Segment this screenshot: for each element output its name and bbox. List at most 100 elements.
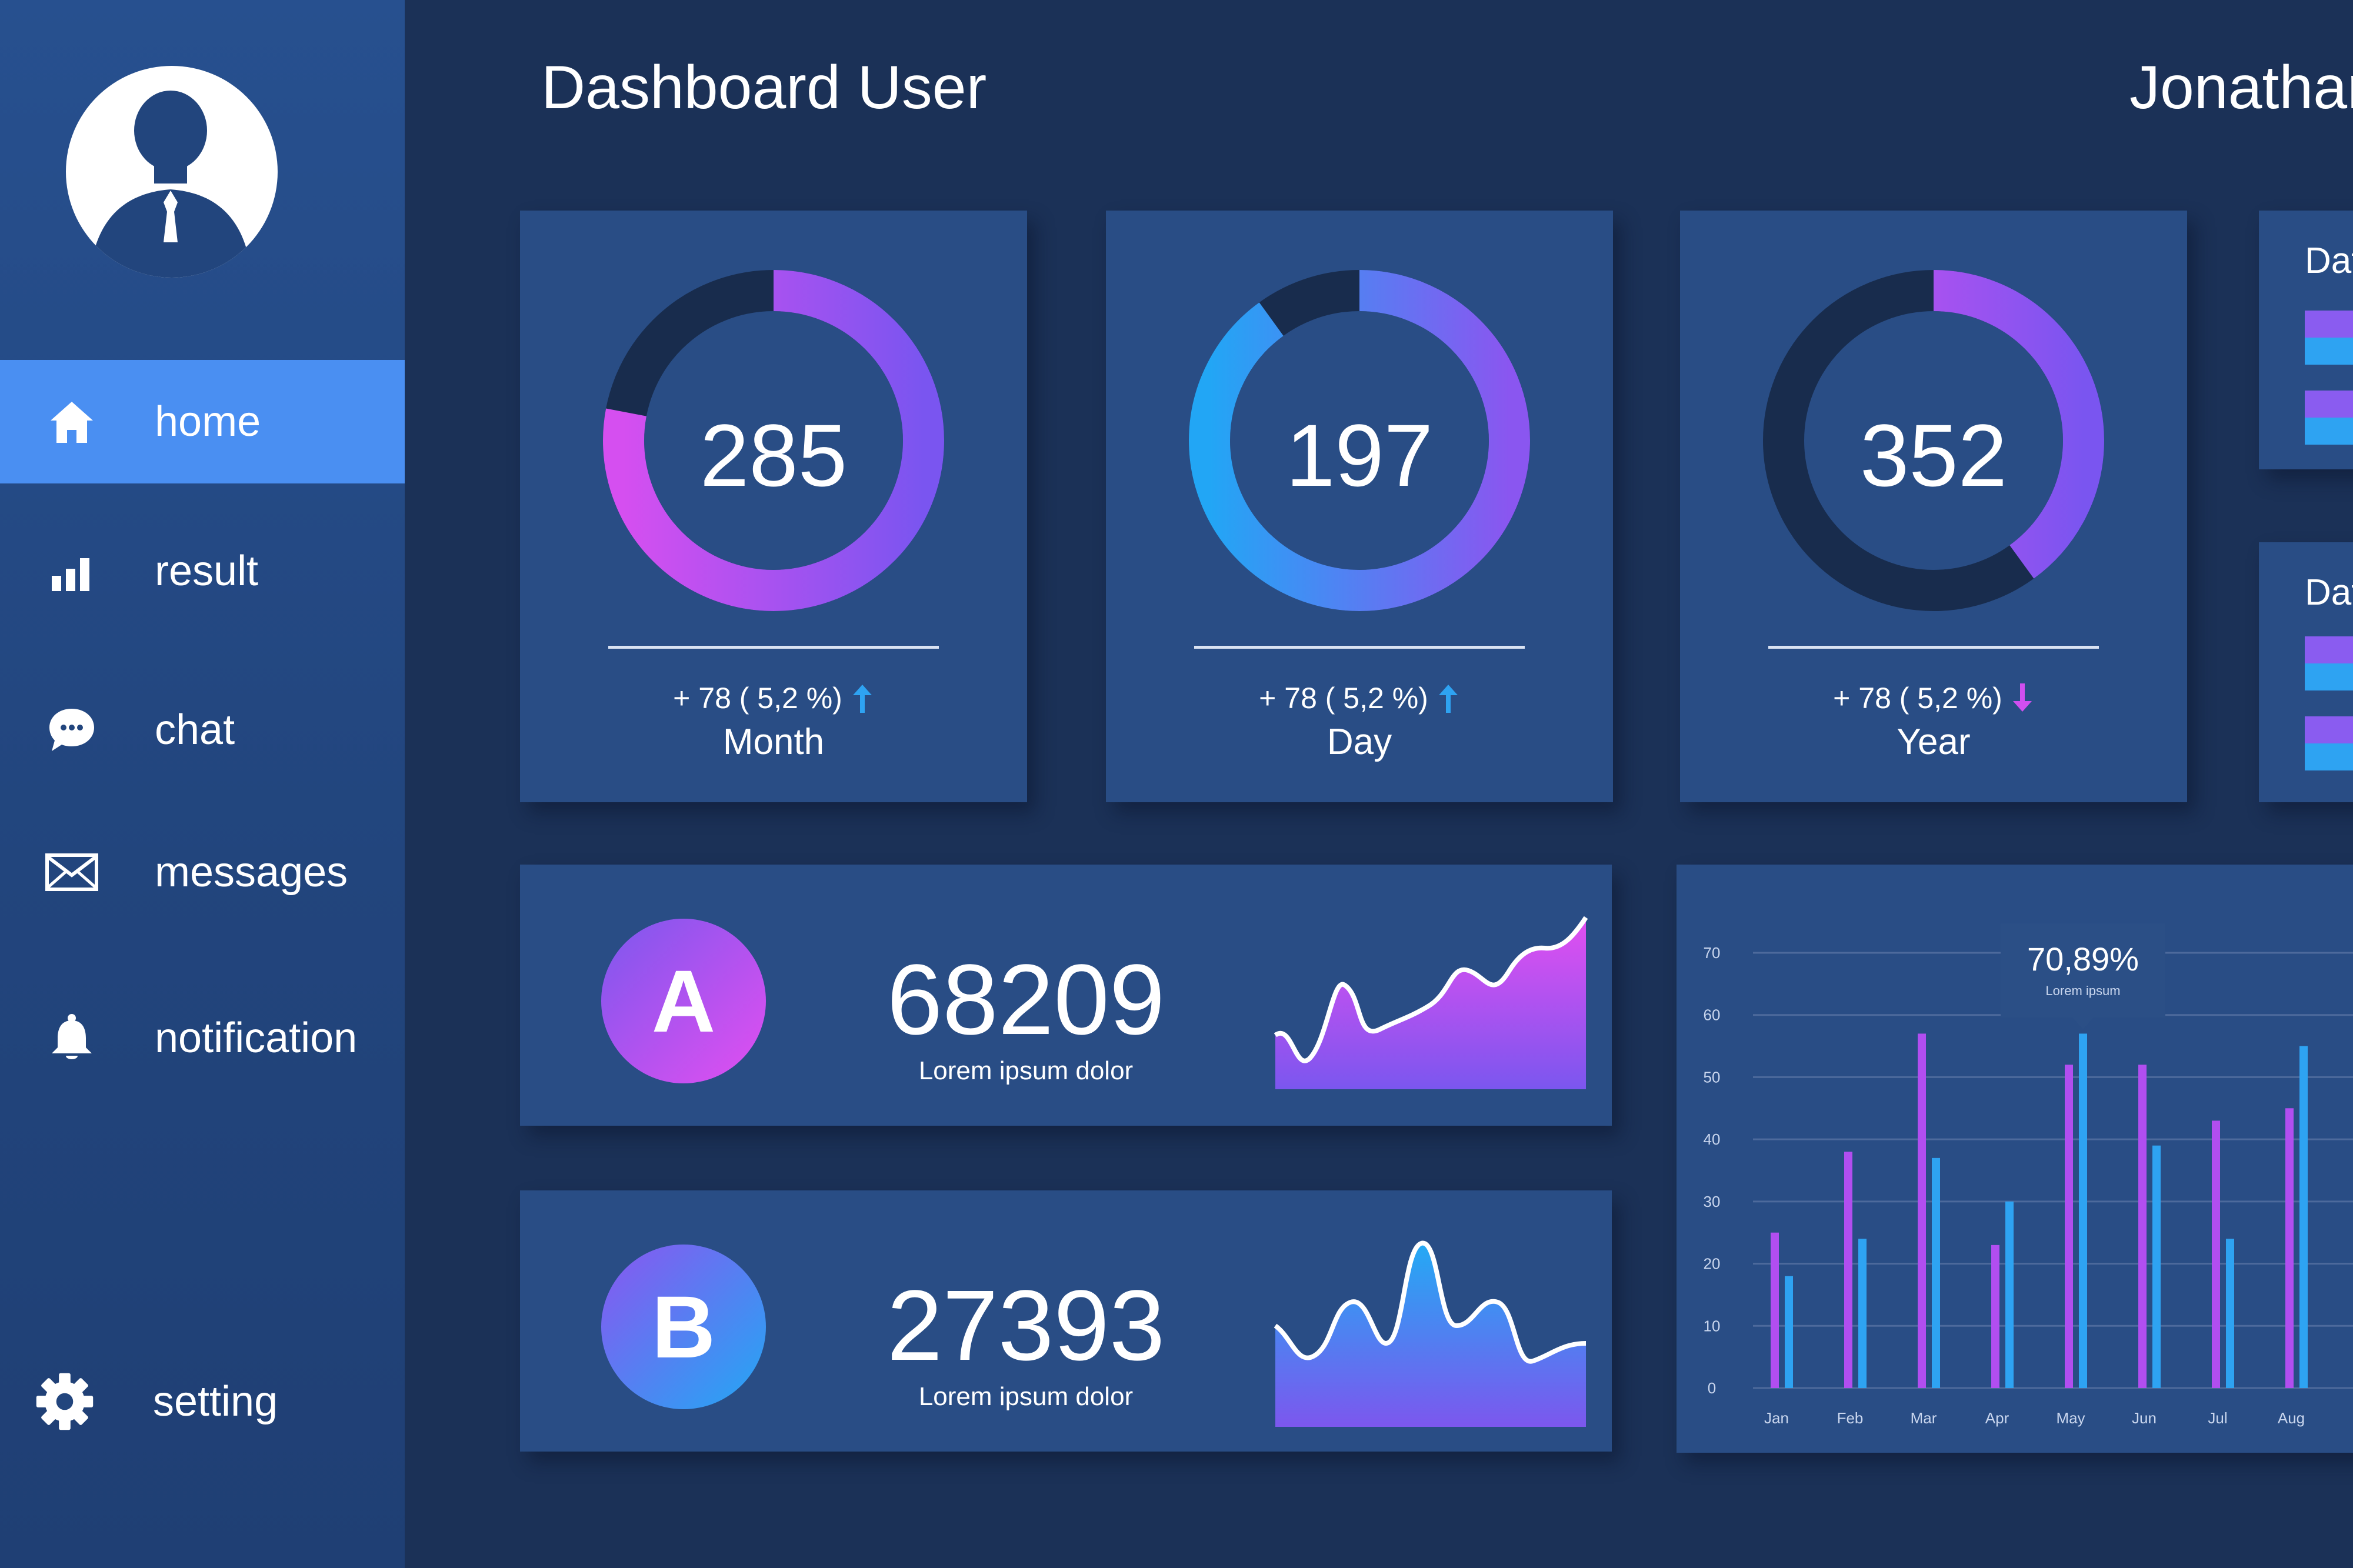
mini-card-title: Dat	[2305, 572, 2353, 613]
period-label: Year	[1897, 722, 1971, 762]
y-tick-label: 20	[1704, 1255, 1721, 1273]
mini-bar	[2305, 338, 2353, 365]
user-name: Jonathan	[2129, 54, 2353, 122]
kpi-card-a: A 68209 Lorem ipsum dolor	[520, 865, 1612, 1126]
stat-value: 197	[1285, 406, 1434, 505]
x-tick-label: Apr	[1985, 1409, 2009, 1427]
change-text: + 78 ( 5,2 %)	[1833, 682, 2002, 715]
bar-chart-icon	[42, 542, 101, 600]
sidebar-item-label: result	[155, 548, 259, 595]
bar-series-1	[2285, 1108, 2294, 1388]
sidebar: home result chat	[0, 0, 405, 1568]
sparkline-chart	[1274, 1240, 1587, 1427]
y-tick-label: 60	[1704, 1006, 1721, 1024]
x-tick-label: Aug	[2278, 1409, 2305, 1427]
arrow-up-icon	[1438, 685, 1458, 713]
sidebar-item-result[interactable]: result	[0, 509, 405, 633]
bar-series-1	[1918, 1033, 1926, 1388]
change-text: + 78 ( 5,2 %)	[1259, 682, 1428, 715]
divider	[1768, 646, 2099, 649]
bar-series-2	[2152, 1145, 2161, 1388]
bar-series-1	[2212, 1120, 2220, 1388]
home-icon	[42, 392, 101, 451]
tooltip-value: 70,89%	[2027, 940, 2139, 978]
stat-value: 352	[1859, 406, 2008, 505]
x-tick-label: May	[2056, 1409, 2085, 1427]
user-silhouette-icon	[89, 91, 252, 278]
period-label: Month	[722, 722, 825, 762]
page-title: Dashboard User	[541, 54, 987, 122]
mini-bar	[2305, 663, 2353, 690]
bar-series-2	[1785, 1276, 1793, 1388]
progress-ring	[603, 270, 944, 611]
change-row: + 78 ( 5,2 %)	[520, 681, 1027, 715]
sidebar-item-messages[interactable]: messages	[0, 810, 405, 934]
sidebar-item-setting[interactable]: setting	[0, 1340, 405, 1463]
x-tick-label: Jan	[1764, 1409, 1789, 1427]
envelope-icon	[42, 843, 101, 902]
bell-icon	[42, 1009, 101, 1067]
kpi-caption: Lorem ipsum dolor	[918, 1056, 1134, 1085]
bar-series-1	[2065, 1065, 2073, 1388]
bar-chart: 010203040506070JanFebMarAprMayJunJulAugS…	[1704, 923, 2353, 1427]
y-tick-label: 70	[1704, 944, 1721, 962]
gear-icon	[35, 1372, 94, 1431]
divider	[1194, 646, 1525, 649]
y-tick-label: 0	[1708, 1379, 1716, 1397]
tooltip-pointer	[2072, 1017, 2094, 1029]
change-text: + 78 ( 5,2 %)	[673, 682, 842, 715]
y-tick-label: 30	[1704, 1193, 1721, 1210]
bar-series-2	[1858, 1239, 1867, 1388]
progress-ring	[1189, 270, 1530, 611]
kpi-value: 27393	[886, 1270, 1165, 1382]
avatar[interactable]	[66, 66, 278, 278]
sidebar-item-label: setting	[153, 1378, 278, 1425]
change-row: + 78 ( 5,2 %)	[1106, 681, 1613, 715]
bar-series-1	[1844, 1152, 1852, 1388]
mini-card-2: Dat	[2259, 542, 2353, 802]
mini-bar	[2305, 716, 2353, 743]
tooltip-box	[2001, 923, 2165, 1017]
y-tick-label: 50	[1704, 1068, 1721, 1086]
kpi-value: 68209	[886, 944, 1165, 1056]
bar-series-2	[2226, 1239, 2234, 1388]
sidebar-item-label: home	[155, 398, 261, 445]
mini-bar	[2305, 743, 2353, 770]
bar-series-2	[1932, 1157, 1940, 1388]
sidebar-item-notification[interactable]: notification	[0, 976, 405, 1100]
bar-series-2	[2005, 1201, 2014, 1388]
divider	[608, 646, 939, 649]
x-tick-label: Jun	[2132, 1409, 2157, 1427]
mini-card-title: Dat	[2305, 241, 2353, 281]
y-tick-label: 40	[1704, 1130, 1721, 1148]
x-tick-label: Feb	[1837, 1409, 1864, 1427]
mini-card-1: Dat	[2259, 211, 2353, 469]
letter-badge: B	[601, 1245, 766, 1409]
sidebar-item-chat[interactable]: chat	[0, 668, 405, 792]
letter-badge: A	[601, 919, 766, 1083]
sidebar-item-home[interactable]: home	[0, 360, 405, 483]
stat-card-day: 197 + 78 ( 5,2 %) Day	[1106, 211, 1613, 802]
bar-series-1	[2138, 1065, 2147, 1388]
sidebar-item-label: messages	[155, 849, 348, 896]
mini-bar	[2305, 636, 2353, 663]
bar-chart-card: 010203040506070JanFebMarAprMayJunJulAugS…	[1677, 865, 2353, 1453]
y-tick-label: 10	[1704, 1317, 1721, 1335]
stat-card-month: 285 + 78 ( 5,2 %) Month	[520, 211, 1027, 802]
mini-bar	[2305, 418, 2353, 445]
bar-series-1	[1771, 1232, 1779, 1388]
x-tick-label: Jul	[2208, 1409, 2227, 1427]
sidebar-item-label: notification	[155, 1015, 358, 1062]
mini-bar	[2305, 391, 2353, 418]
arrow-up-icon	[852, 685, 872, 713]
sidebar-item-label: chat	[155, 706, 235, 753]
x-tick-label: Mar	[1911, 1409, 1937, 1427]
sparkline-chart	[1274, 916, 1588, 1089]
bar-series-1	[1991, 1245, 1999, 1388]
progress-ring	[1763, 270, 2104, 611]
bar-series-2	[2299, 1046, 2308, 1388]
bar-series-2	[2079, 1033, 2087, 1388]
stat-card-year: 352 + 78 ( 5,2 %) Year	[1680, 211, 2187, 802]
tooltip-caption: Lorem ipsum	[2045, 983, 2120, 998]
kpi-caption: Lorem ipsum dolor	[918, 1382, 1134, 1411]
